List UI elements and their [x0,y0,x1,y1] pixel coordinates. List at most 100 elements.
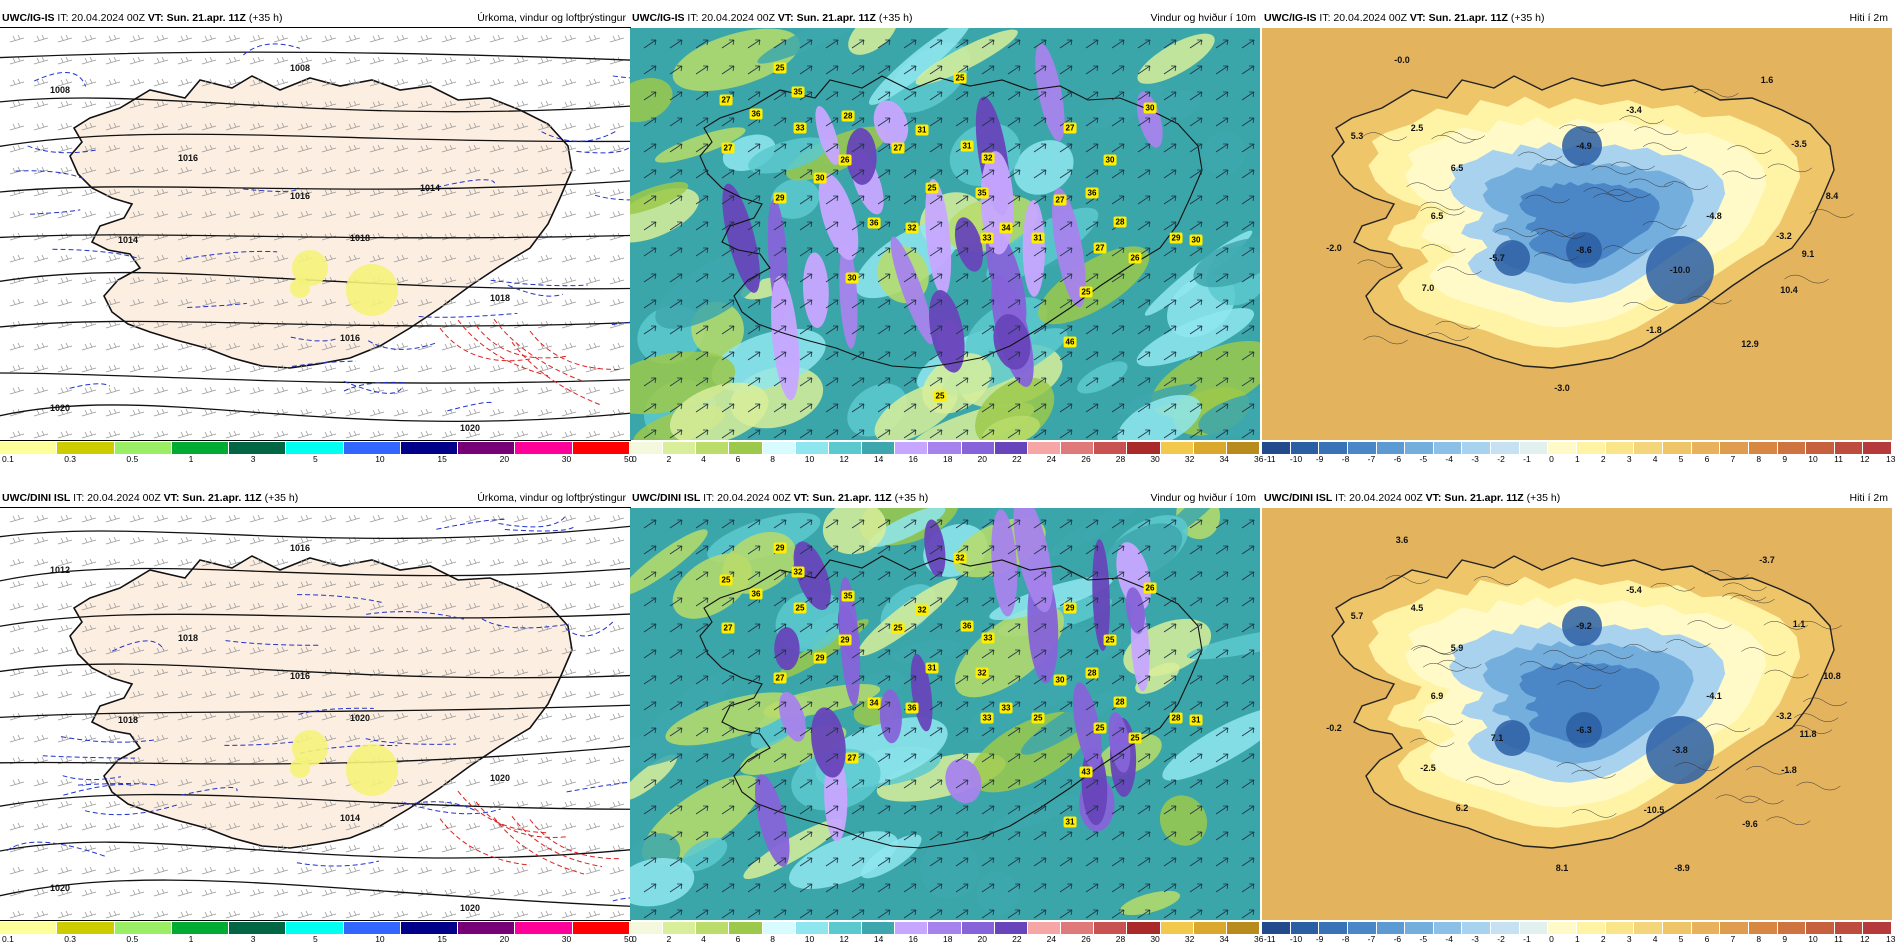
colorbar-tick-label: -5 [1419,934,1428,944]
colorbar-tick-label: -2 [1497,454,1505,464]
gust-value-label: 31 [1031,232,1045,244]
colorbar-tick-label: 8 [1756,454,1762,464]
colorbar-tick-label: -8 [1341,454,1350,464]
gust-value-label: 36 [960,620,974,632]
temperature-value-label: -9.6 [1742,819,1758,829]
panel-precip-ig: UWC/IG-IS IT: 20.04.2024 00Z VT: Sun. 21… [0,10,633,464]
gust-value-label: 26 [1143,582,1157,594]
gust-value-label: 30 [1189,234,1203,246]
colorbar-swatch [1226,922,1260,934]
precip-map-canvas [0,28,630,440]
colorbar-swatch [928,922,962,934]
colorbar-tick-label: 26 [1081,934,1091,944]
colorbar-swatch [862,442,896,454]
gust-value-label: 25 [719,574,733,586]
temperature-value-label: -5.7 [1489,253,1505,263]
colorbar-tick-label: 30 [1150,934,1160,944]
colorbar-tick-label: 10 [375,454,385,464]
colorbar-swatch [1160,922,1194,934]
precip-area [346,264,398,316]
gust-value-label: 30 [1053,674,1067,686]
gust-value-label: 28 [1113,696,1127,708]
temperature-value-label: -10.0 [1669,265,1691,275]
colorbar-swatch [1662,922,1692,934]
colorbar-tick-label: 0 [632,454,637,464]
colorbar-swatch [515,442,573,454]
gust-value-label: 31 [915,124,929,136]
isobar-label: 1012 [49,565,71,575]
valid-time: Sun. 21.apr. 11Z [1444,492,1524,504]
colorbar-tick-label: 24 [1046,454,1057,464]
colorbar-swatch [1094,442,1128,454]
temperature-value-label: -6.3 [1576,725,1592,735]
temp-colorbar: -11 -10 -9 -8 -7 -6 -5 -4 -3 -2 -1 0 1 2 3 4 5 6 7 8 9 10 11 12… [1262,442,1895,464]
colorbar-tick-label: -7 [1367,454,1376,464]
colorbar-tick-label: 1 [188,454,194,464]
temperature-value-label: 1.1 [1792,619,1806,629]
colorbar-swatch [1634,922,1663,934]
colorbar-tick-label: 0.5 [126,934,139,944]
temperature-value-label: -4.8 [1706,211,1722,221]
colorbar-tick-label: -1 [1523,934,1531,944]
model-name: UWC/DINI ISL [632,492,701,504]
gust-value-label: 43 [1079,766,1093,778]
colorbar-swatch [1061,442,1095,454]
colorbar-swatch [795,442,829,454]
colorbar-swatch [696,442,730,454]
panel-title: Úrkoma, vindur og loftþrýstingur [477,12,626,24]
gust-value-label: 30 [813,172,827,184]
panel-title: Vindur og hviður í 10m [1150,12,1256,24]
isobar-label: 1016 [339,333,361,343]
isobar-label: 1008 [289,63,311,73]
panel-title: Úrkoma, vindur og loftþrýstingur [477,492,626,504]
colorbar-swatch [1127,922,1161,934]
colorbar-tick-label: 8 [1756,934,1762,944]
colorbar-swatch [1433,442,1463,454]
gust-value-label: 27 [891,142,905,154]
colorbar-swatch [762,442,796,454]
colorbar-swatch [1027,922,1062,934]
isobar-label: 1020 [489,773,511,783]
colorbar-swatch [1634,442,1663,454]
colorbar-swatch [229,922,287,934]
panel-header: UWC/DINI ISL IT: 20.04.2024 00Z VT: Sun.… [2,490,628,506]
colorbar-swatch [1226,442,1260,454]
colorbar-swatch [1577,922,1606,934]
gust-value-label: 25 [1103,634,1117,646]
colorbar-swatch [1748,442,1778,454]
temperature-value-label: 6.2 [1455,803,1469,813]
wind-colorbar: 0 2 4 6 8 10 12 14 16 18 20 22 24 26 28 30 32 34 36 [630,922,1263,944]
wind-map: 25 27 36 35 33 28 27 30 29 26 27 25 31 31 32 35 25 34 27 30… [630,28,1260,440]
temperature-value-label: -0.0 [1394,55,1410,65]
gust-value-label: 31 [925,662,939,674]
temperature-value-label: 9.1 [1801,249,1815,259]
panel-header: UWC/DINI ISL IT: 20.04.2024 00Z VT: Sun.… [632,490,1258,506]
colorbar-tick-label: 22 [1012,454,1022,464]
model-name: UWC/DINI ISL [2,492,71,504]
lead-time: (+35 h) [264,492,299,504]
temperature-value-label: 5.3 [1350,131,1364,141]
colorbar-tick-label: -4 [1445,454,1453,464]
panel-wind-ig: UWC/IG-IS IT: 20.04.2024 00Z VT: Sun. 21… [630,10,1263,464]
temperature-value-label: 8.4 [1825,191,1839,201]
gust-value-label: 25 [1031,712,1045,724]
model-name: UWC/IG-IS [2,12,55,24]
colorbar-tick-label: 15 [437,454,447,464]
precip-area [290,278,310,298]
temperature-value-label: 6.5 [1450,163,1464,173]
gust-value-label: 28 [1169,712,1183,724]
temperature-value-label: -0.2 [1326,723,1342,733]
gust-value-label: 29 [1063,602,1077,614]
precip-map: 1008 1008 1014 1016 1018 1018 1020 1020 1016 1016… [0,27,631,441]
colorbar-tick-label: -11 [1264,934,1276,944]
colorbar-swatch [961,442,995,454]
temperature-value-label: 7.1 [1490,733,1504,743]
init-time: IT: 20.04.2024 00Z [1335,492,1423,504]
gust-value-label: 30 [1103,154,1117,166]
valid-time: Sun. 21.apr. 11Z [1428,12,1508,24]
panel-title: Hiti í 2m [1849,12,1888,24]
gust-value-label: 36 [749,108,763,120]
colorbar-swatch [1491,442,1520,454]
gust-value-label: 36 [1085,187,1099,199]
colorbar-tick-label: 30 [561,934,572,944]
